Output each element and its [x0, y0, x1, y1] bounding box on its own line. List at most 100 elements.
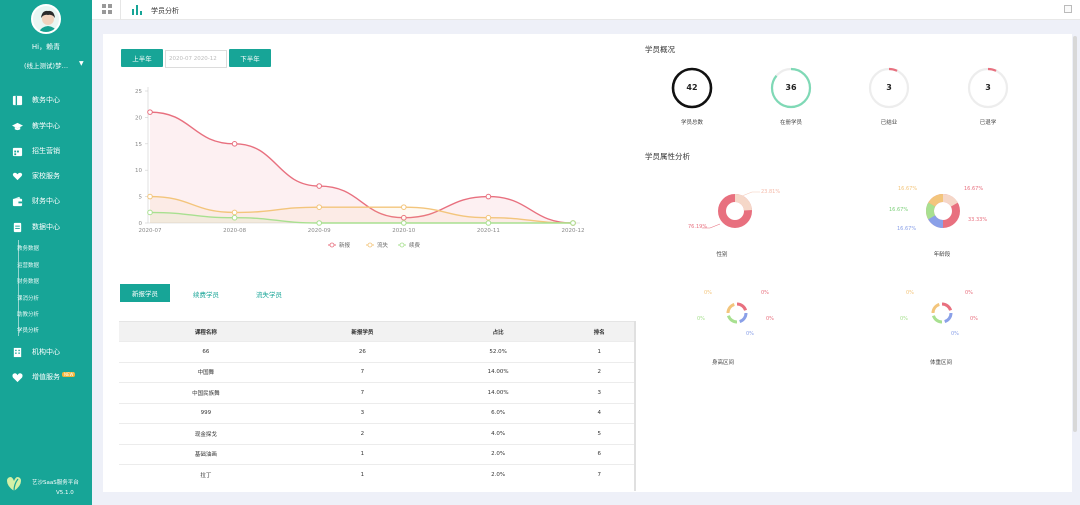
table-row[interactable]: 中国舞 7 14.00% 2 — [119, 361, 634, 383]
sidebar-item-label: 机构中心 — [32, 348, 60, 356]
table-cell: 4 — [564, 402, 634, 424]
data-point — [231, 141, 238, 147]
column-header[interactable]: 占比 — [431, 321, 565, 342]
table-cell: 7 — [564, 464, 634, 485]
table-cell: 中国舞 — [119, 361, 293, 383]
table-cell: 中国民族舞 — [119, 382, 293, 403]
stat-value: 3 — [985, 83, 991, 92]
sidebar-item-home-school[interactable]: 家校服务 — [12, 169, 60, 183]
series-area — [150, 112, 573, 223]
data-point — [401, 220, 407, 226]
second-half-button[interactable]: 下半年 — [229, 49, 271, 67]
sidebar-item-label: 家校服务 — [32, 172, 60, 180]
overview-title: 学员概况 — [645, 45, 675, 54]
wallet-icon — [12, 196, 23, 206]
sidebar-item-label: 增值服务 — [32, 373, 60, 381]
age-pct: 16.67% — [964, 186, 984, 192]
avatar[interactable] — [31, 4, 61, 34]
book-icon — [12, 95, 23, 105]
stat-label: 已退学 — [979, 120, 997, 126]
graduation-cap-icon — [12, 122, 23, 130]
first-half-button[interactable]: 上半年 — [121, 49, 163, 67]
scrollbar[interactable] — [1073, 36, 1077, 432]
column-header[interactable]: 排名 — [564, 321, 634, 342]
data-point — [401, 214, 407, 221]
sidebar-item-organization[interactable]: 机构中心 — [12, 345, 60, 359]
sidebar-subitem-assistant-analysis[interactable]: 助教分析 — [17, 312, 40, 318]
window-maximize-icon[interactable] — [1064, 5, 1072, 13]
x-tick-label: 2020-07 — [139, 228, 162, 234]
legend-label: 续费 — [409, 241, 421, 249]
table-row[interactable]: 基础油画 1 2.0% 6 — [119, 443, 634, 465]
tab-renewal-students[interactable]: 续费学员 — [193, 291, 219, 299]
menu-toggle-icon[interactable] — [102, 4, 112, 15]
table-row[interactable]: 66 26 52.0% 1 — [119, 341, 634, 362]
column-header[interactable]: 课程名称 — [119, 321, 293, 342]
table-cell: 7 — [292, 361, 432, 383]
sidebar-subitem-academic-data[interactable]: 教务数据 — [17, 246, 40, 252]
gender-donut — [718, 194, 752, 228]
tab-lost-students[interactable]: 流失学员 — [256, 291, 282, 299]
sidebar-subitem-operation-data[interactable]: 运营数据 — [17, 263, 40, 269]
chevron-down-icon[interactable]: ▼ — [79, 60, 84, 67]
heart-hands-icon — [12, 172, 23, 180]
series-line — [149, 211, 573, 224]
height-pct: 0% — [746, 331, 754, 337]
withdrawn-ring — [967, 67, 1009, 109]
sidebar-subitem-student-analysis[interactable]: 学员分析 — [17, 328, 40, 334]
legend-label: 新报 — [339, 241, 351, 249]
table-cell: 1 — [564, 341, 634, 362]
table-cell: 拉丁 — [119, 464, 293, 485]
sidebar-item-data[interactable]: 数据中心 — [12, 220, 60, 234]
sidebar-item-teaching[interactable]: 教学中心 — [12, 119, 60, 133]
gender-leader-lines — [702, 191, 760, 229]
heart-icon — [12, 372, 23, 382]
gender-male-pct: 76.19% — [688, 224, 708, 230]
weight-pct: 0% — [900, 316, 908, 322]
table-cell: 3 — [564, 382, 634, 403]
sidebar-item-value-added[interactable]: 增值服务 NEW — [12, 370, 76, 384]
table-row[interactable]: 999 3 6.0% 4 — [119, 402, 634, 424]
age-pct: 16.67% — [898, 186, 918, 192]
table-cell: 6.0% — [431, 402, 565, 424]
building-icon — [13, 347, 22, 357]
sidebar-subitem-lesson-analysis[interactable]: 课消分析 — [17, 296, 40, 302]
sidebar-item-marketing[interactable]: 招生营销 — [12, 144, 60, 158]
org-selector[interactable]: (线上测试)梦… — [24, 62, 69, 70]
brand-name: 艺沙SaaS服务平台 — [32, 480, 79, 486]
calendar-icon — [12, 147, 23, 156]
data-point — [485, 193, 492, 200]
attributes-title: 学员属性分析 — [645, 152, 690, 161]
enrolled-students-ring — [770, 67, 812, 109]
date-range-input[interactable]: 2020-07 2020-12 — [165, 50, 227, 68]
data-point — [147, 209, 153, 216]
data-point — [231, 214, 238, 221]
data-point — [485, 220, 492, 226]
column-header[interactable]: 新报学员 — [292, 321, 432, 342]
brand-logo-icon — [7, 477, 21, 492]
y-tick-label: 0 — [139, 221, 143, 227]
stat-value: 36 — [785, 83, 797, 92]
table-scrollbar[interactable] — [634, 321, 636, 491]
table-row[interactable]: 中国民族舞 7 14.00% 3 — [119, 382, 634, 403]
x-tick-label: 2020-10 — [392, 228, 415, 234]
sidebar-item-academic[interactable]: 教务中心 — [12, 93, 60, 107]
graduated-ring — [868, 67, 910, 109]
table-row[interactable]: 现金探戈 2 4.0% 5 — [119, 423, 634, 444]
height-pct: 0% — [766, 316, 774, 322]
weight-pct: 0% — [951, 331, 959, 337]
tab-new-students[interactable]: 新报学员 — [120, 284, 170, 302]
height-pct: 0% — [704, 290, 712, 296]
table-row[interactable]: 拉丁 1 2.0% 7 — [119, 464, 634, 485]
table-cell: 6 — [564, 443, 634, 465]
data-point — [401, 204, 407, 210]
legend-marker — [399, 242, 405, 248]
new-badge: NEW — [62, 371, 76, 377]
data-point — [485, 214, 492, 221]
donut-label: 年龄段 — [933, 252, 951, 258]
table-cell: 52.0% — [431, 341, 565, 362]
sidebar-item-finance[interactable]: 财务中心 — [12, 194, 60, 208]
top-bar: 学员分析 — [92, 0, 1080, 20]
sidebar-subitem-finance-data[interactable]: 财务数据 — [17, 279, 40, 285]
data-point — [231, 209, 238, 216]
